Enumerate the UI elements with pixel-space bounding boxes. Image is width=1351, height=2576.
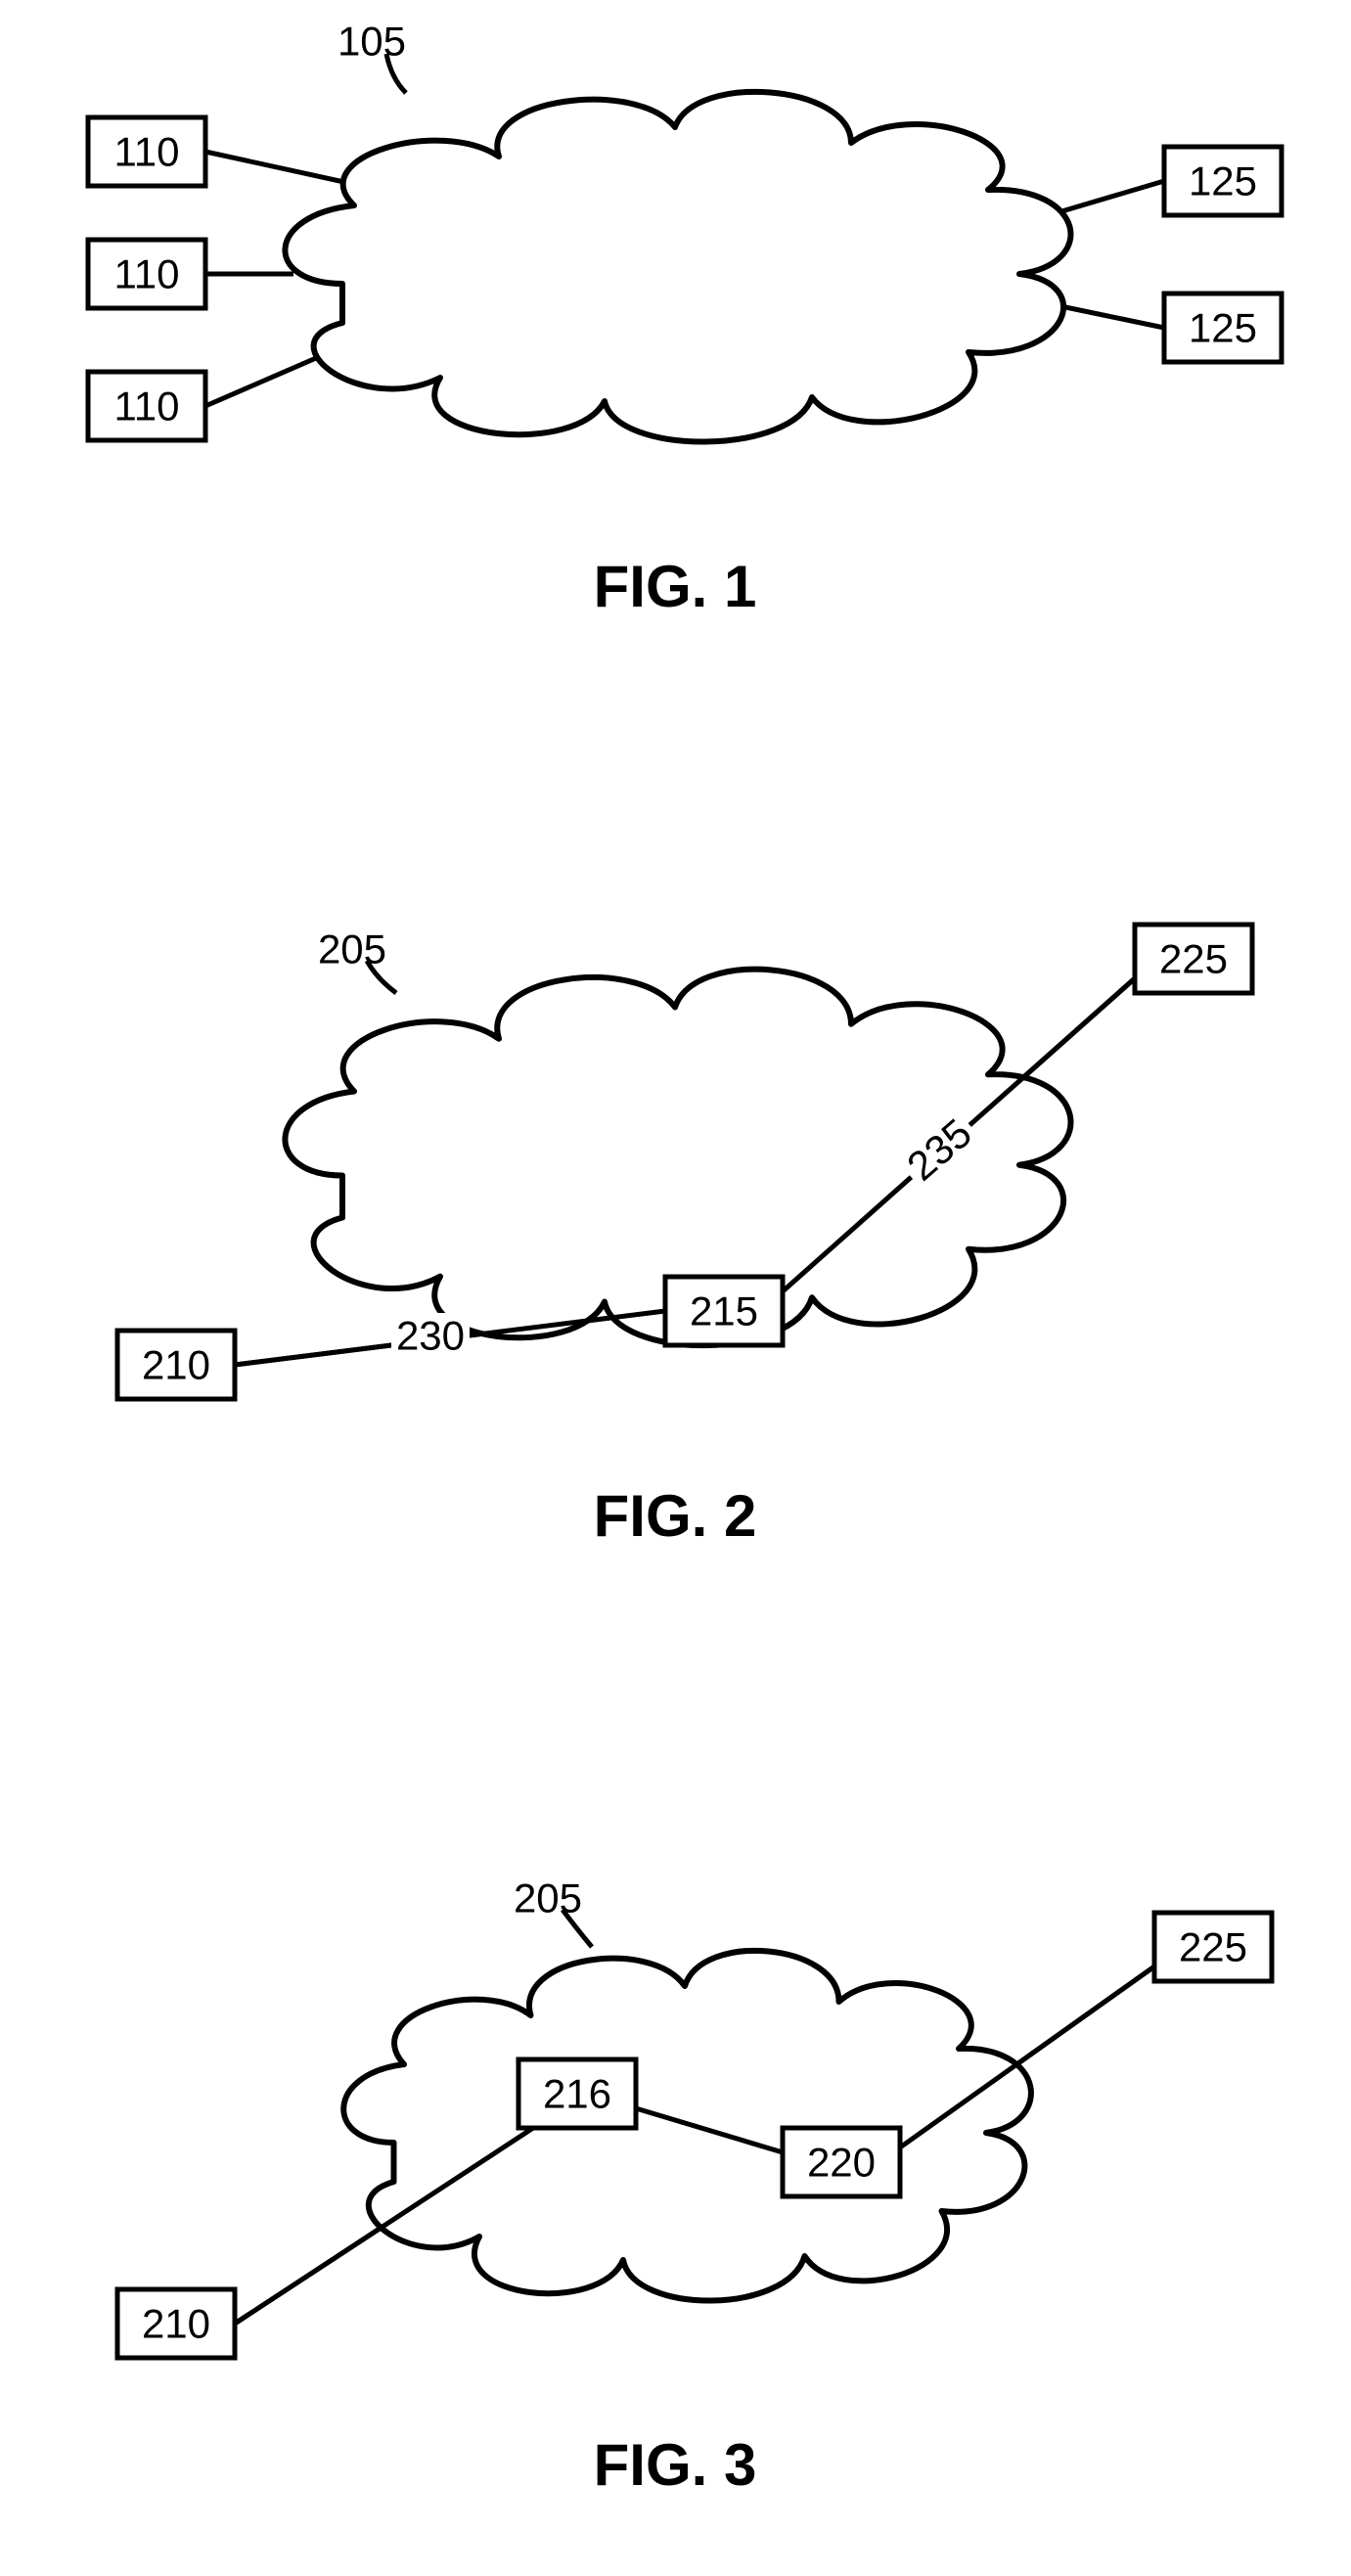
node-label: 225 bbox=[1159, 936, 1228, 982]
node-225: 225 bbox=[1154, 1913, 1272, 1981]
node-label: 215 bbox=[690, 1288, 758, 1334]
node-label: 110 bbox=[114, 251, 180, 297]
node-110: 110 bbox=[88, 240, 205, 308]
cloud-label: 205 bbox=[514, 1876, 582, 1921]
figure-caption: FIG. 3 bbox=[594, 2432, 757, 2498]
node-220: 220 bbox=[783, 2128, 900, 2196]
node-label: 210 bbox=[142, 2301, 210, 2347]
node-125: 125 bbox=[1164, 147, 1282, 215]
figure-caption: FIG. 2 bbox=[594, 1483, 757, 1549]
node-225: 225 bbox=[1135, 925, 1252, 993]
svg-text:230: 230 bbox=[396, 1313, 465, 1359]
node-110: 110 bbox=[88, 372, 205, 440]
edge bbox=[205, 152, 362, 186]
cloud-label: 105 bbox=[338, 19, 406, 65]
node-label: 220 bbox=[807, 2140, 876, 2186]
diagram-page: 105 110 110 110 125 125 FIG. 1 bbox=[0, 0, 1351, 2576]
diagram-svg: 105 110 110 110 125 125 FIG. 1 bbox=[0, 0, 1351, 2576]
node-210: 210 bbox=[117, 1331, 235, 1399]
node-110: 110 bbox=[88, 117, 205, 186]
node-210: 210 bbox=[117, 2289, 235, 2358]
node-label: 210 bbox=[142, 1342, 210, 1388]
cloud-105 bbox=[285, 92, 1070, 442]
node-label: 225 bbox=[1179, 1924, 1247, 1970]
node-216: 216 bbox=[518, 2059, 636, 2128]
figure-3: 205 210 216 220 225 FIG. 3 bbox=[117, 1876, 1272, 2499]
edge-label-230: 230 bbox=[391, 1313, 470, 1359]
figure-caption: FIG. 1 bbox=[594, 554, 757, 619]
node-label: 216 bbox=[543, 2071, 611, 2117]
node-label: 125 bbox=[1189, 305, 1257, 351]
node-label: 110 bbox=[114, 129, 180, 175]
figure-1: 105 110 110 110 125 125 FIG. 1 bbox=[88, 19, 1282, 620]
node-label: 110 bbox=[114, 384, 180, 429]
node-215: 215 bbox=[665, 1277, 783, 1345]
cloud-label: 205 bbox=[318, 926, 386, 972]
node-125: 125 bbox=[1164, 294, 1282, 362]
node-label: 125 bbox=[1189, 158, 1257, 204]
figure-2: 205 230 235 210 215 225 FIG. 2 bbox=[117, 925, 1252, 1549]
